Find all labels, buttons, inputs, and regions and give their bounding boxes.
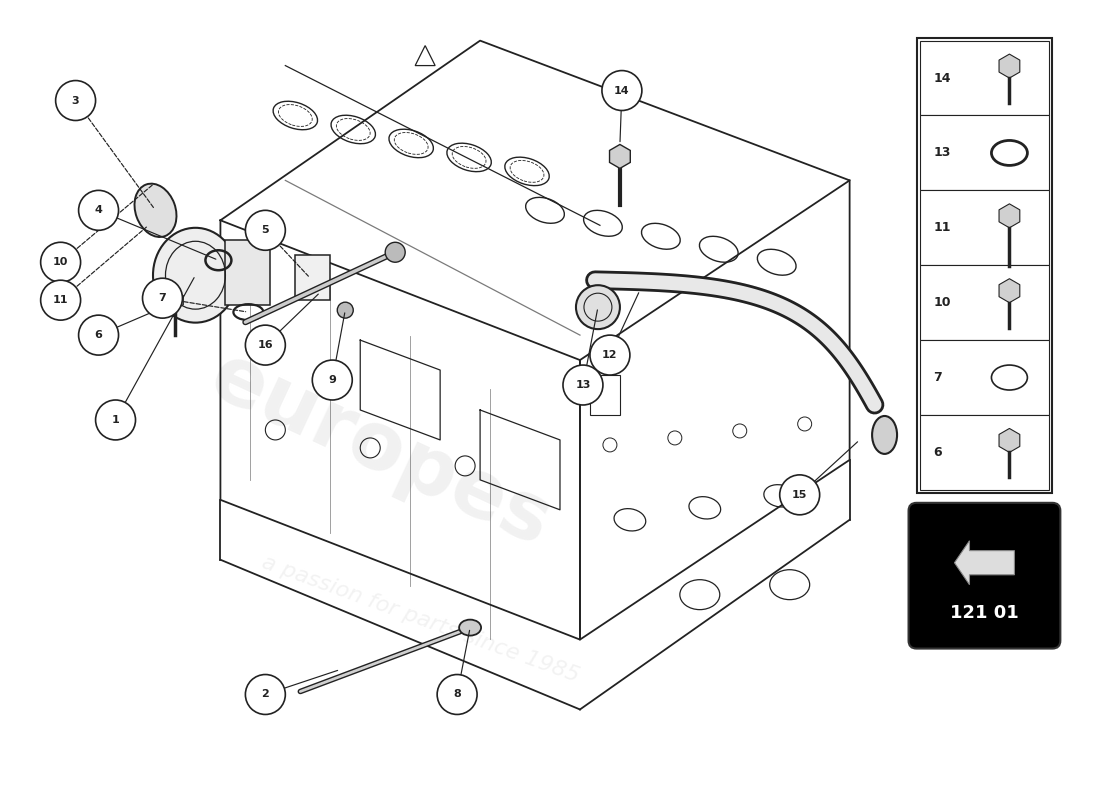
- Circle shape: [437, 674, 477, 714]
- Circle shape: [338, 302, 353, 318]
- Circle shape: [602, 70, 642, 110]
- Ellipse shape: [134, 184, 176, 237]
- Circle shape: [78, 190, 119, 230]
- Circle shape: [41, 242, 80, 282]
- Ellipse shape: [153, 228, 238, 322]
- Text: 11: 11: [934, 222, 952, 234]
- Bar: [295, 255, 330, 300]
- Text: 8: 8: [453, 690, 461, 699]
- Text: 13: 13: [934, 146, 950, 159]
- Text: 6: 6: [934, 446, 942, 459]
- Circle shape: [245, 325, 285, 365]
- FancyBboxPatch shape: [909, 503, 1060, 649]
- Ellipse shape: [872, 416, 898, 454]
- Circle shape: [576, 285, 620, 329]
- Text: europes: europes: [197, 337, 563, 563]
- Text: 10: 10: [53, 258, 68, 267]
- Text: 12: 12: [602, 350, 618, 360]
- Bar: [920, 266, 1049, 340]
- Text: 3: 3: [72, 95, 79, 106]
- Bar: [920, 190, 1049, 266]
- Bar: [916, 38, 1053, 493]
- Text: 15: 15: [792, 490, 807, 500]
- Text: 5: 5: [262, 226, 270, 235]
- Text: 1: 1: [112, 415, 120, 425]
- Text: 9: 9: [328, 375, 337, 385]
- Polygon shape: [999, 54, 1020, 78]
- Text: 7: 7: [158, 293, 166, 303]
- Circle shape: [143, 278, 183, 318]
- Text: 13: 13: [575, 380, 591, 390]
- Bar: [590, 375, 620, 415]
- Text: 121 01: 121 01: [950, 604, 1019, 622]
- Text: 16: 16: [257, 340, 273, 350]
- Text: 14: 14: [614, 86, 629, 95]
- Text: 7: 7: [934, 371, 943, 384]
- Bar: [920, 415, 1049, 490]
- Polygon shape: [999, 278, 1020, 302]
- Bar: [920, 340, 1049, 415]
- Text: 6: 6: [95, 330, 102, 340]
- Circle shape: [385, 242, 405, 262]
- Circle shape: [563, 365, 603, 405]
- Circle shape: [245, 210, 285, 250]
- Text: 2: 2: [262, 690, 270, 699]
- Circle shape: [56, 81, 96, 121]
- Polygon shape: [226, 240, 271, 305]
- Polygon shape: [999, 429, 1020, 453]
- Polygon shape: [167, 291, 184, 309]
- Text: a passion for parts since 1985: a passion for parts since 1985: [258, 553, 582, 686]
- Circle shape: [78, 315, 119, 355]
- Text: 11: 11: [53, 295, 68, 305]
- Text: 4: 4: [95, 206, 102, 215]
- Circle shape: [245, 674, 285, 714]
- Polygon shape: [999, 204, 1020, 228]
- Text: 14: 14: [934, 71, 952, 85]
- Polygon shape: [609, 145, 630, 169]
- Bar: [920, 115, 1049, 190]
- Ellipse shape: [459, 620, 481, 635]
- Circle shape: [96, 400, 135, 440]
- Circle shape: [780, 475, 820, 515]
- Circle shape: [41, 280, 80, 320]
- Polygon shape: [955, 541, 1014, 585]
- Circle shape: [312, 360, 352, 400]
- Text: 10: 10: [934, 296, 952, 309]
- Bar: [920, 41, 1049, 115]
- Circle shape: [590, 335, 630, 375]
